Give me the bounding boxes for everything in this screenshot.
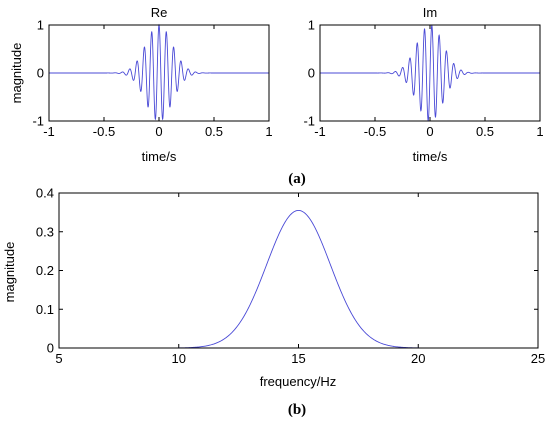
chart-spectrum-xtick-label: 25 <box>531 351 545 366</box>
chart-im-frame <box>319 24 541 122</box>
chart-re-xlabel: time/s <box>142 149 177 164</box>
chart-spectrum-ylabel: magnitude <box>2 242 17 303</box>
chart-spectrum-ytick-label: 0 <box>47 341 54 356</box>
chart-re-xtick-label: 0 <box>155 124 162 139</box>
chart-spectrum-xtick-label: 5 <box>55 351 62 366</box>
chart-spectrum-xtick-label: 10 <box>172 351 186 366</box>
chart-im-title: Im <box>423 5 437 20</box>
chart-re-ytick-label: -1 <box>32 114 44 129</box>
chart-im-xtick-label: -0.5 <box>364 124 386 139</box>
chart-spectrum-ytick-label: 0.3 <box>36 224 54 239</box>
chart-spectrum-ytick-label: 0.1 <box>36 302 54 317</box>
chart-re-ytick-label: 1 <box>37 18 44 33</box>
chart-spectrum-xtick-label: 20 <box>411 351 425 366</box>
chart-re-series-line <box>49 23 269 121</box>
chart-spectrum-ytick-label: 0.4 <box>36 186 54 201</box>
caption-b: (b) <box>288 402 306 418</box>
chart-im-xtick-label: 0 <box>426 124 433 139</box>
chart-re-xtick-label: -1 <box>43 124 55 139</box>
caption-a: (a) <box>288 171 306 187</box>
chart-re-xtick-label: -0.5 <box>93 124 115 139</box>
chart-re-ylabel: magnitude <box>9 43 24 104</box>
chart-re: Re -1 -0.5 0 0.5 1 -1 0 1 time/s magnitude <box>9 5 273 164</box>
chart-im-xtick-label: -1 <box>314 124 326 139</box>
chart-im: Im -1 -0.5 0 0.5 1 -1 0 1 time/s <box>303 5 543 164</box>
chart-spectrum: 5 10 15 20 25 0 0.1 0.2 0.3 0.4 frequency/Hz magn… <box>2 186 545 390</box>
chart-spectrum-xtick-label: 15 <box>291 351 305 366</box>
chart-im-xlabel: time/s <box>413 149 448 164</box>
chart-re-xtick-label: 1 <box>265 124 272 139</box>
chart-spectrum-xlabel: frequency/Hz <box>260 374 337 389</box>
chart-im-ytick-label: 0 <box>308 66 315 81</box>
chart-re-ytick-label: 0 <box>37 66 44 81</box>
chart-re-frame <box>48 24 270 122</box>
chart-im-xtick-label: 0.5 <box>476 124 494 139</box>
chart-im-series-line <box>320 24 540 122</box>
chart-im-xtick-label: 1 <box>536 124 543 139</box>
chart-im-ytick-label: -1 <box>303 114 315 129</box>
chart-spectrum-frame <box>58 192 539 349</box>
chart-re-title: Re <box>151 5 168 20</box>
chart-spectrum-ytick-label: 0.2 <box>36 263 54 278</box>
chart-im-ytick-label: 1 <box>308 18 315 33</box>
chart-spectrum-series-line <box>66 209 529 349</box>
chart-re-xtick-label: 0.5 <box>205 124 223 139</box>
